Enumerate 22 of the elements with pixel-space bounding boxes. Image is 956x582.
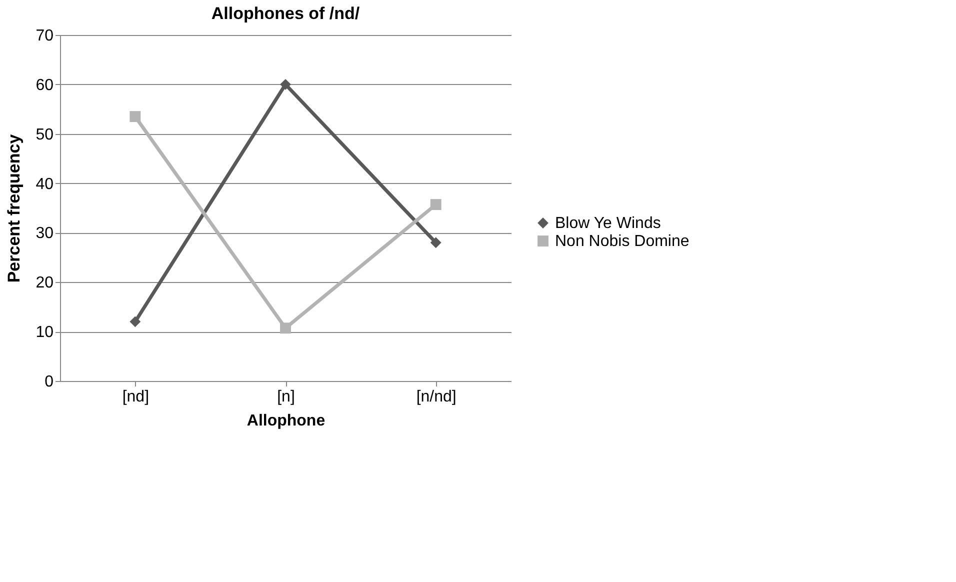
point — [280, 322, 291, 334]
y-tick-label: 70 — [36, 28, 54, 44]
point — [280, 78, 291, 90]
point — [430, 237, 442, 248]
x-tick-label: [n] — [277, 388, 295, 406]
point — [130, 316, 141, 328]
y-tick-label: 30 — [36, 225, 54, 242]
x-tick-label: [nd] — [122, 388, 150, 406]
y-tick-label: 20 — [36, 274, 54, 292]
point — [430, 199, 442, 210]
y-tick-label: 40 — [36, 176, 54, 193]
y-tick-label: 50 — [36, 126, 54, 144]
chart-title: Allophones of /nd/ — [211, 4, 360, 23]
point — [130, 111, 141, 122]
y-tick-label: 60 — [36, 76, 54, 94]
y-axis-title: Percent frequency — [4, 134, 24, 283]
x-axis-title: Allophone — [246, 412, 326, 430]
y-tick-label: 0 — [44, 374, 54, 390]
x-tick-label: [n/nd] — [416, 388, 456, 406]
legend-label: Non Nobis Domine — [555, 233, 690, 250]
y-tick-label: 10 — [36, 324, 54, 342]
legend-label: Blow Ye Winds — [555, 215, 661, 232]
